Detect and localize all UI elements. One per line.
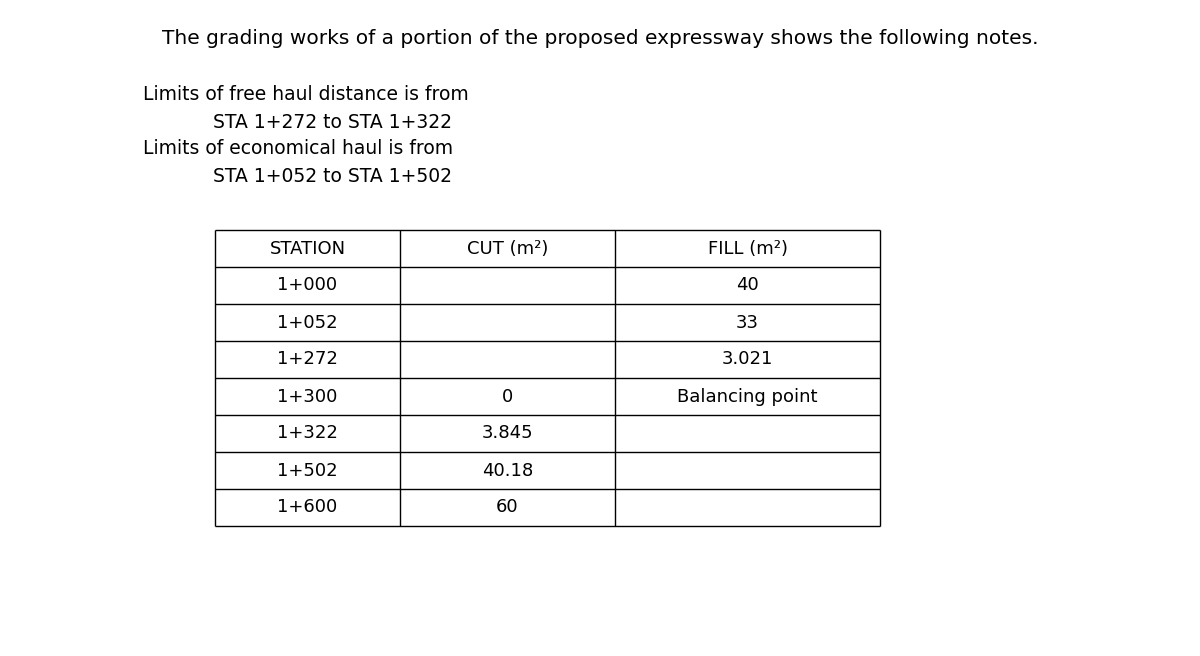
- Text: 0: 0: [502, 388, 514, 405]
- Text: STA 1+052 to STA 1+502: STA 1+052 to STA 1+502: [214, 167, 452, 186]
- Text: 1+000: 1+000: [277, 276, 337, 295]
- Text: Limits of economical haul is from: Limits of economical haul is from: [143, 140, 454, 159]
- Text: Balancing point: Balancing point: [677, 388, 817, 405]
- Text: 1+272: 1+272: [277, 350, 338, 369]
- Text: STATION: STATION: [270, 239, 346, 258]
- Text: FILL (m²): FILL (m²): [708, 239, 787, 258]
- Text: CUT (m²): CUT (m²): [467, 239, 548, 258]
- Text: 40.18: 40.18: [482, 462, 533, 480]
- Text: 1+300: 1+300: [277, 388, 337, 405]
- Text: 1+600: 1+600: [277, 499, 337, 516]
- Text: 3.845: 3.845: [481, 424, 533, 443]
- Text: 40: 40: [736, 276, 758, 295]
- Text: STA 1+272 to STA 1+322: STA 1+272 to STA 1+322: [214, 112, 452, 131]
- Text: 60: 60: [496, 499, 518, 516]
- Text: 3.021: 3.021: [722, 350, 773, 369]
- Text: 1+502: 1+502: [277, 462, 338, 480]
- Text: Limits of free haul distance is from: Limits of free haul distance is from: [143, 85, 469, 104]
- Text: 1+052: 1+052: [277, 314, 338, 331]
- Text: 33: 33: [736, 314, 760, 331]
- Text: 1+322: 1+322: [277, 424, 338, 443]
- Text: The grading works of a portion of the proposed expressway shows the following no: The grading works of a portion of the pr…: [162, 28, 1038, 47]
